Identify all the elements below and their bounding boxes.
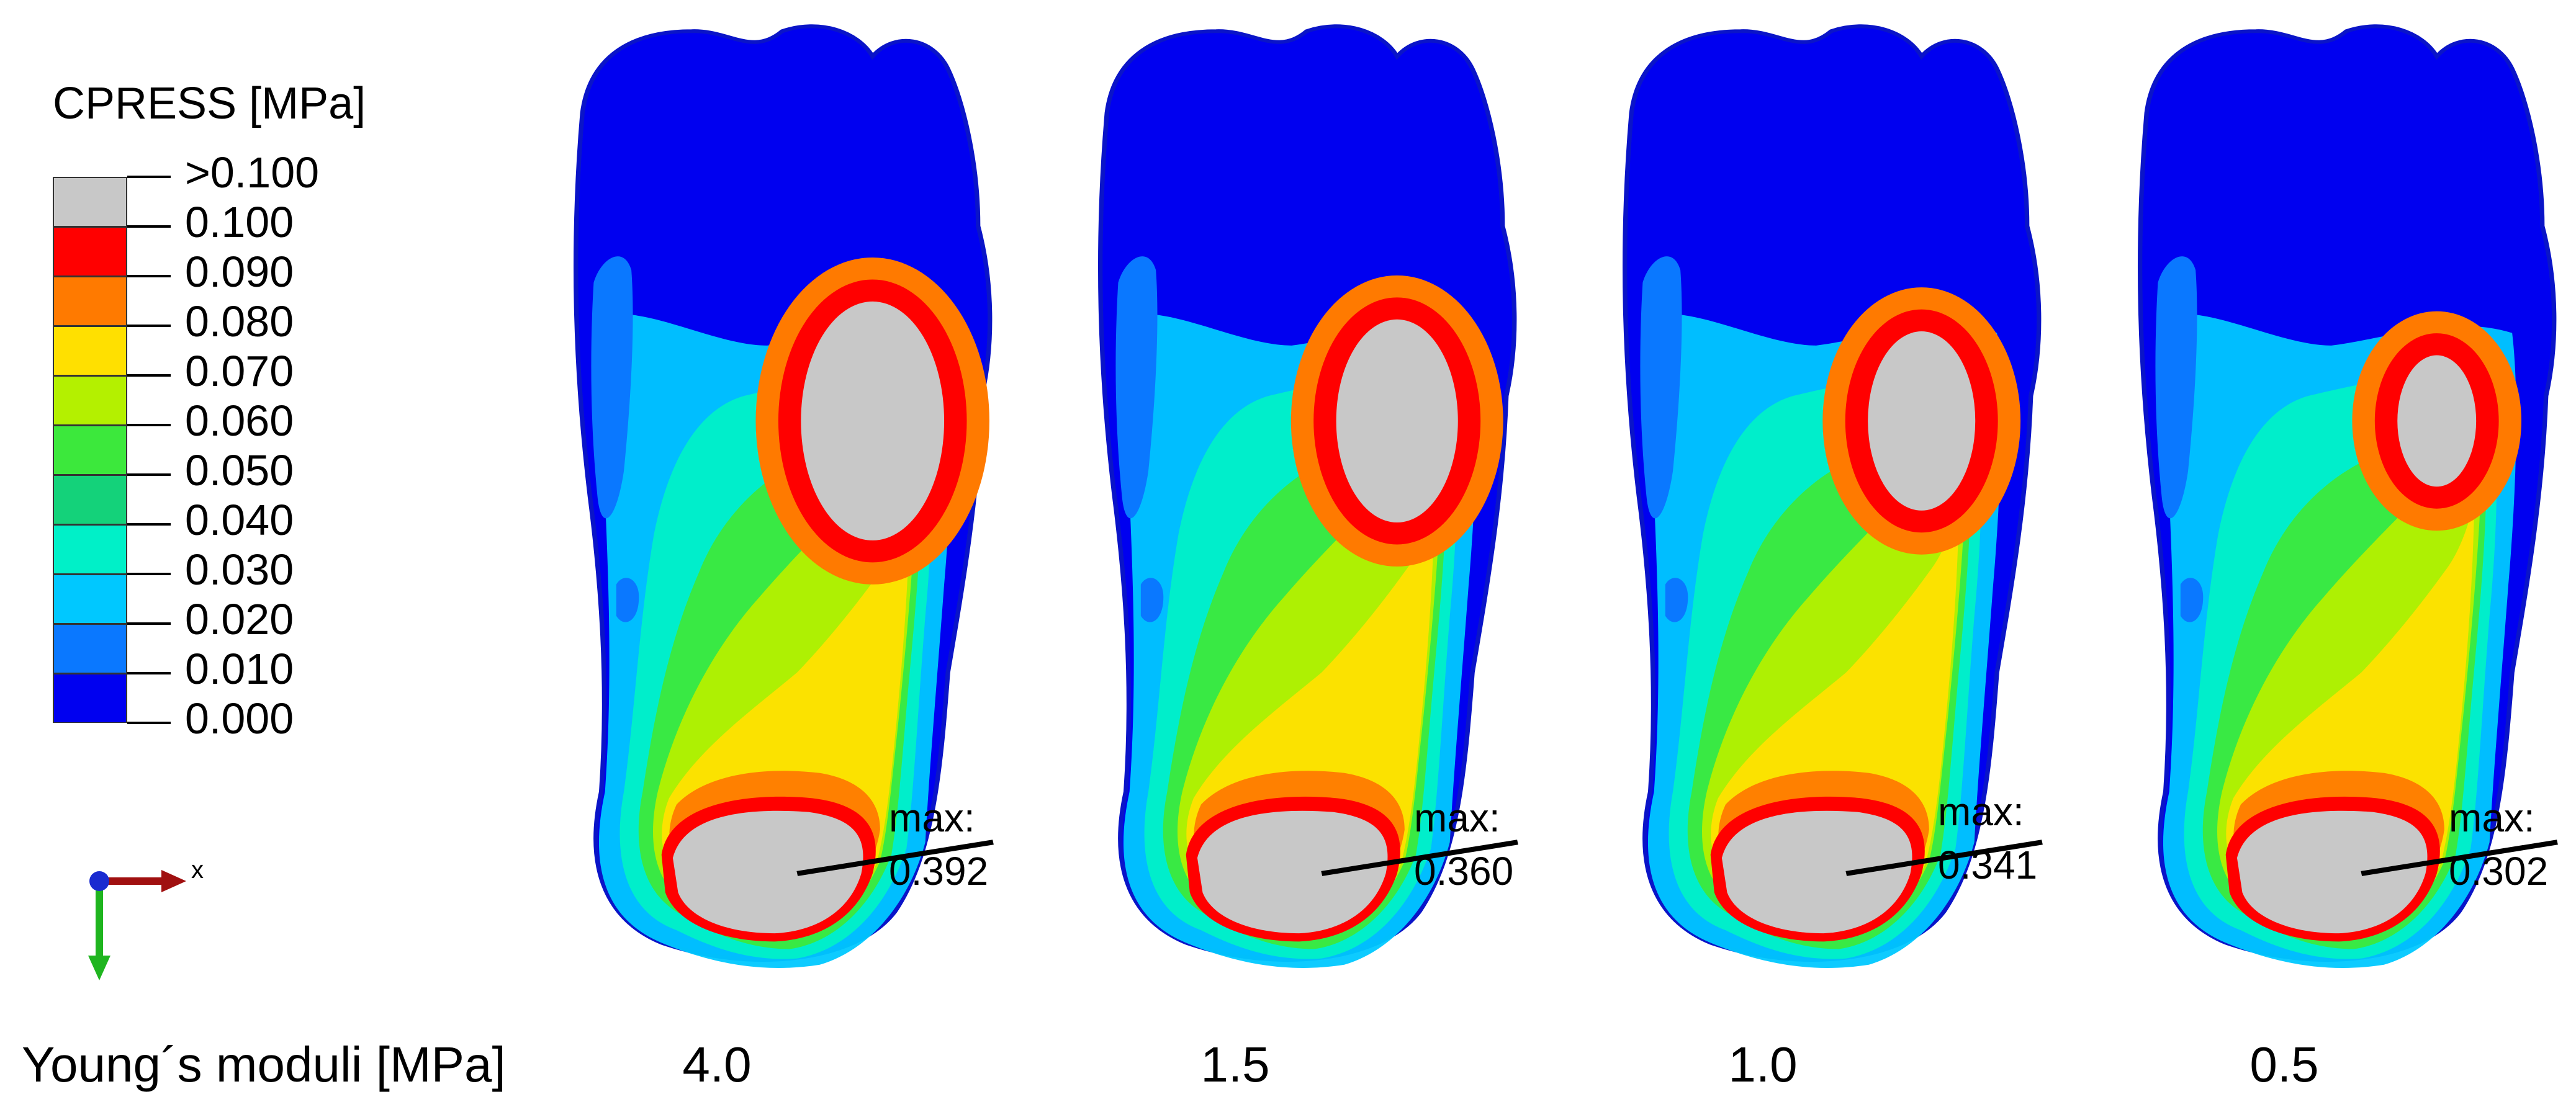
legend-tick bbox=[127, 325, 171, 327]
heel-peak-zone bbox=[1197, 810, 1388, 934]
coordinate-triad: x bbox=[74, 856, 248, 987]
legend-swatch bbox=[53, 574, 127, 624]
foot-pressure-map-4 bbox=[2137, 24, 2558, 968]
legend-tick bbox=[127, 573, 171, 575]
legend-label: 0.020 bbox=[185, 595, 294, 643]
max-value: 0.360 bbox=[1414, 849, 1514, 894]
legend-label: 0.070 bbox=[185, 347, 294, 395]
legend-tick bbox=[127, 473, 171, 476]
legend-label: 0.030 bbox=[185, 545, 294, 594]
metatarsal-peak-zone bbox=[1868, 331, 1976, 511]
metatarsal-peak-zone bbox=[801, 301, 945, 540]
arch-low-zone bbox=[1687, 181, 1801, 307]
legend-label: 0.090 bbox=[185, 248, 294, 296]
legend-label: 0.050 bbox=[185, 446, 294, 495]
medial-spot bbox=[1665, 578, 1688, 622]
heel-peak-zone bbox=[1721, 810, 1912, 934]
max-leader-line bbox=[2361, 840, 2558, 876]
legend-tick bbox=[127, 722, 171, 724]
cpress-legend: CPRESS [MPa] >0.100 0.100 0.090 0.080 0.070 0… bbox=[25, 74, 372, 745]
heel-peak-zone bbox=[672, 810, 863, 934]
legend-label: 0.100 bbox=[185, 198, 294, 246]
medial-edge-zone bbox=[2155, 256, 2197, 519]
legend-tick bbox=[127, 275, 171, 277]
max-leader-line bbox=[796, 840, 994, 876]
modulus-value-2: 1.5 bbox=[1200, 1037, 1270, 1092]
legend-swatch bbox=[53, 425, 127, 475]
triad-x-label: x bbox=[191, 856, 204, 884]
moduli-row-label: Young´s moduli [MPa] bbox=[22, 1037, 506, 1092]
legend-tick bbox=[127, 176, 171, 178]
legend-swatch bbox=[53, 624, 127, 673]
max-leader-line bbox=[1321, 840, 1518, 876]
modulus-value-1: 4.0 bbox=[682, 1037, 752, 1092]
max-value: 0.341 bbox=[1938, 843, 2038, 887]
max-label: max: bbox=[1414, 795, 1500, 840]
modulus-value-3: 1.0 bbox=[1728, 1037, 1798, 1092]
max-annotation-2: max: 0.360 bbox=[1414, 791, 1513, 898]
legend-label: 0.010 bbox=[185, 645, 294, 693]
legend-label: 0.040 bbox=[185, 496, 294, 544]
legend-swatch bbox=[53, 375, 127, 425]
arch-low-zone bbox=[2202, 181, 2316, 307]
legend-swatch bbox=[53, 475, 127, 524]
legend-tick bbox=[127, 622, 171, 625]
legend-swatch bbox=[53, 177, 127, 226]
legend-tick bbox=[127, 523, 171, 526]
arch-low-zone bbox=[637, 181, 752, 307]
max-value: 0.302 bbox=[2449, 849, 2549, 894]
arch-low-zone bbox=[1162, 181, 1276, 307]
legend-tick bbox=[127, 424, 171, 426]
legend-label: 0.080 bbox=[185, 297, 294, 346]
heel-peak-zone bbox=[2236, 810, 2428, 934]
foot-pressure-map-2 bbox=[1097, 24, 1518, 968]
legend-color-bar bbox=[53, 177, 127, 723]
metatarsal-peak-zone bbox=[1336, 319, 1458, 523]
legend-swatch bbox=[53, 276, 127, 326]
medial-spot bbox=[2180, 578, 2204, 622]
medial-edge-zone bbox=[1115, 256, 1158, 519]
max-label: max: bbox=[889, 795, 975, 840]
legend-label: >0.100 bbox=[185, 148, 320, 197]
foot-pressure-map-3 bbox=[1622, 24, 2043, 968]
legend-label: 0.060 bbox=[185, 396, 294, 445]
medial-edge-zone bbox=[1640, 256, 1682, 519]
foot-pressure-map-1 bbox=[573, 24, 994, 968]
legend-swatch bbox=[53, 673, 127, 723]
moduli-row: Young´s moduli [MPa] 4.0 1.5 1.0 0.5 bbox=[0, 1030, 2576, 1104]
legend-swatch bbox=[53, 326, 127, 375]
medial-spot bbox=[616, 578, 639, 622]
legend-title: CPRESS [MPa] bbox=[53, 79, 366, 128]
legend-swatch bbox=[53, 226, 127, 276]
legend-label: 0.000 bbox=[185, 694, 294, 743]
axis-triad-icon bbox=[88, 870, 186, 980]
max-annotation-4: max: 0.302 bbox=[2449, 791, 2548, 898]
legend-tick bbox=[127, 374, 171, 377]
legend-tick bbox=[127, 225, 171, 228]
medial-spot bbox=[1140, 578, 1164, 622]
pressure-maps: max: 0.392 max: 0.360 max: 0.341 max: 0.… bbox=[573, 24, 2558, 968]
medial-edge-zone bbox=[591, 256, 633, 519]
max-leader-line bbox=[1845, 840, 2043, 876]
max-label: max: bbox=[1938, 789, 2024, 834]
metatarsal-peak-zone bbox=[2397, 355, 2477, 487]
max-annotation-1: max: 0.392 bbox=[889, 791, 988, 898]
max-label: max: bbox=[2449, 795, 2535, 840]
modulus-value-4: 0.5 bbox=[2249, 1037, 2319, 1092]
max-annotation-3: max: 0.341 bbox=[1938, 785, 2037, 892]
max-value: 0.392 bbox=[889, 849, 989, 894]
legend-swatch bbox=[53, 524, 127, 574]
legend-tick bbox=[127, 672, 171, 674]
